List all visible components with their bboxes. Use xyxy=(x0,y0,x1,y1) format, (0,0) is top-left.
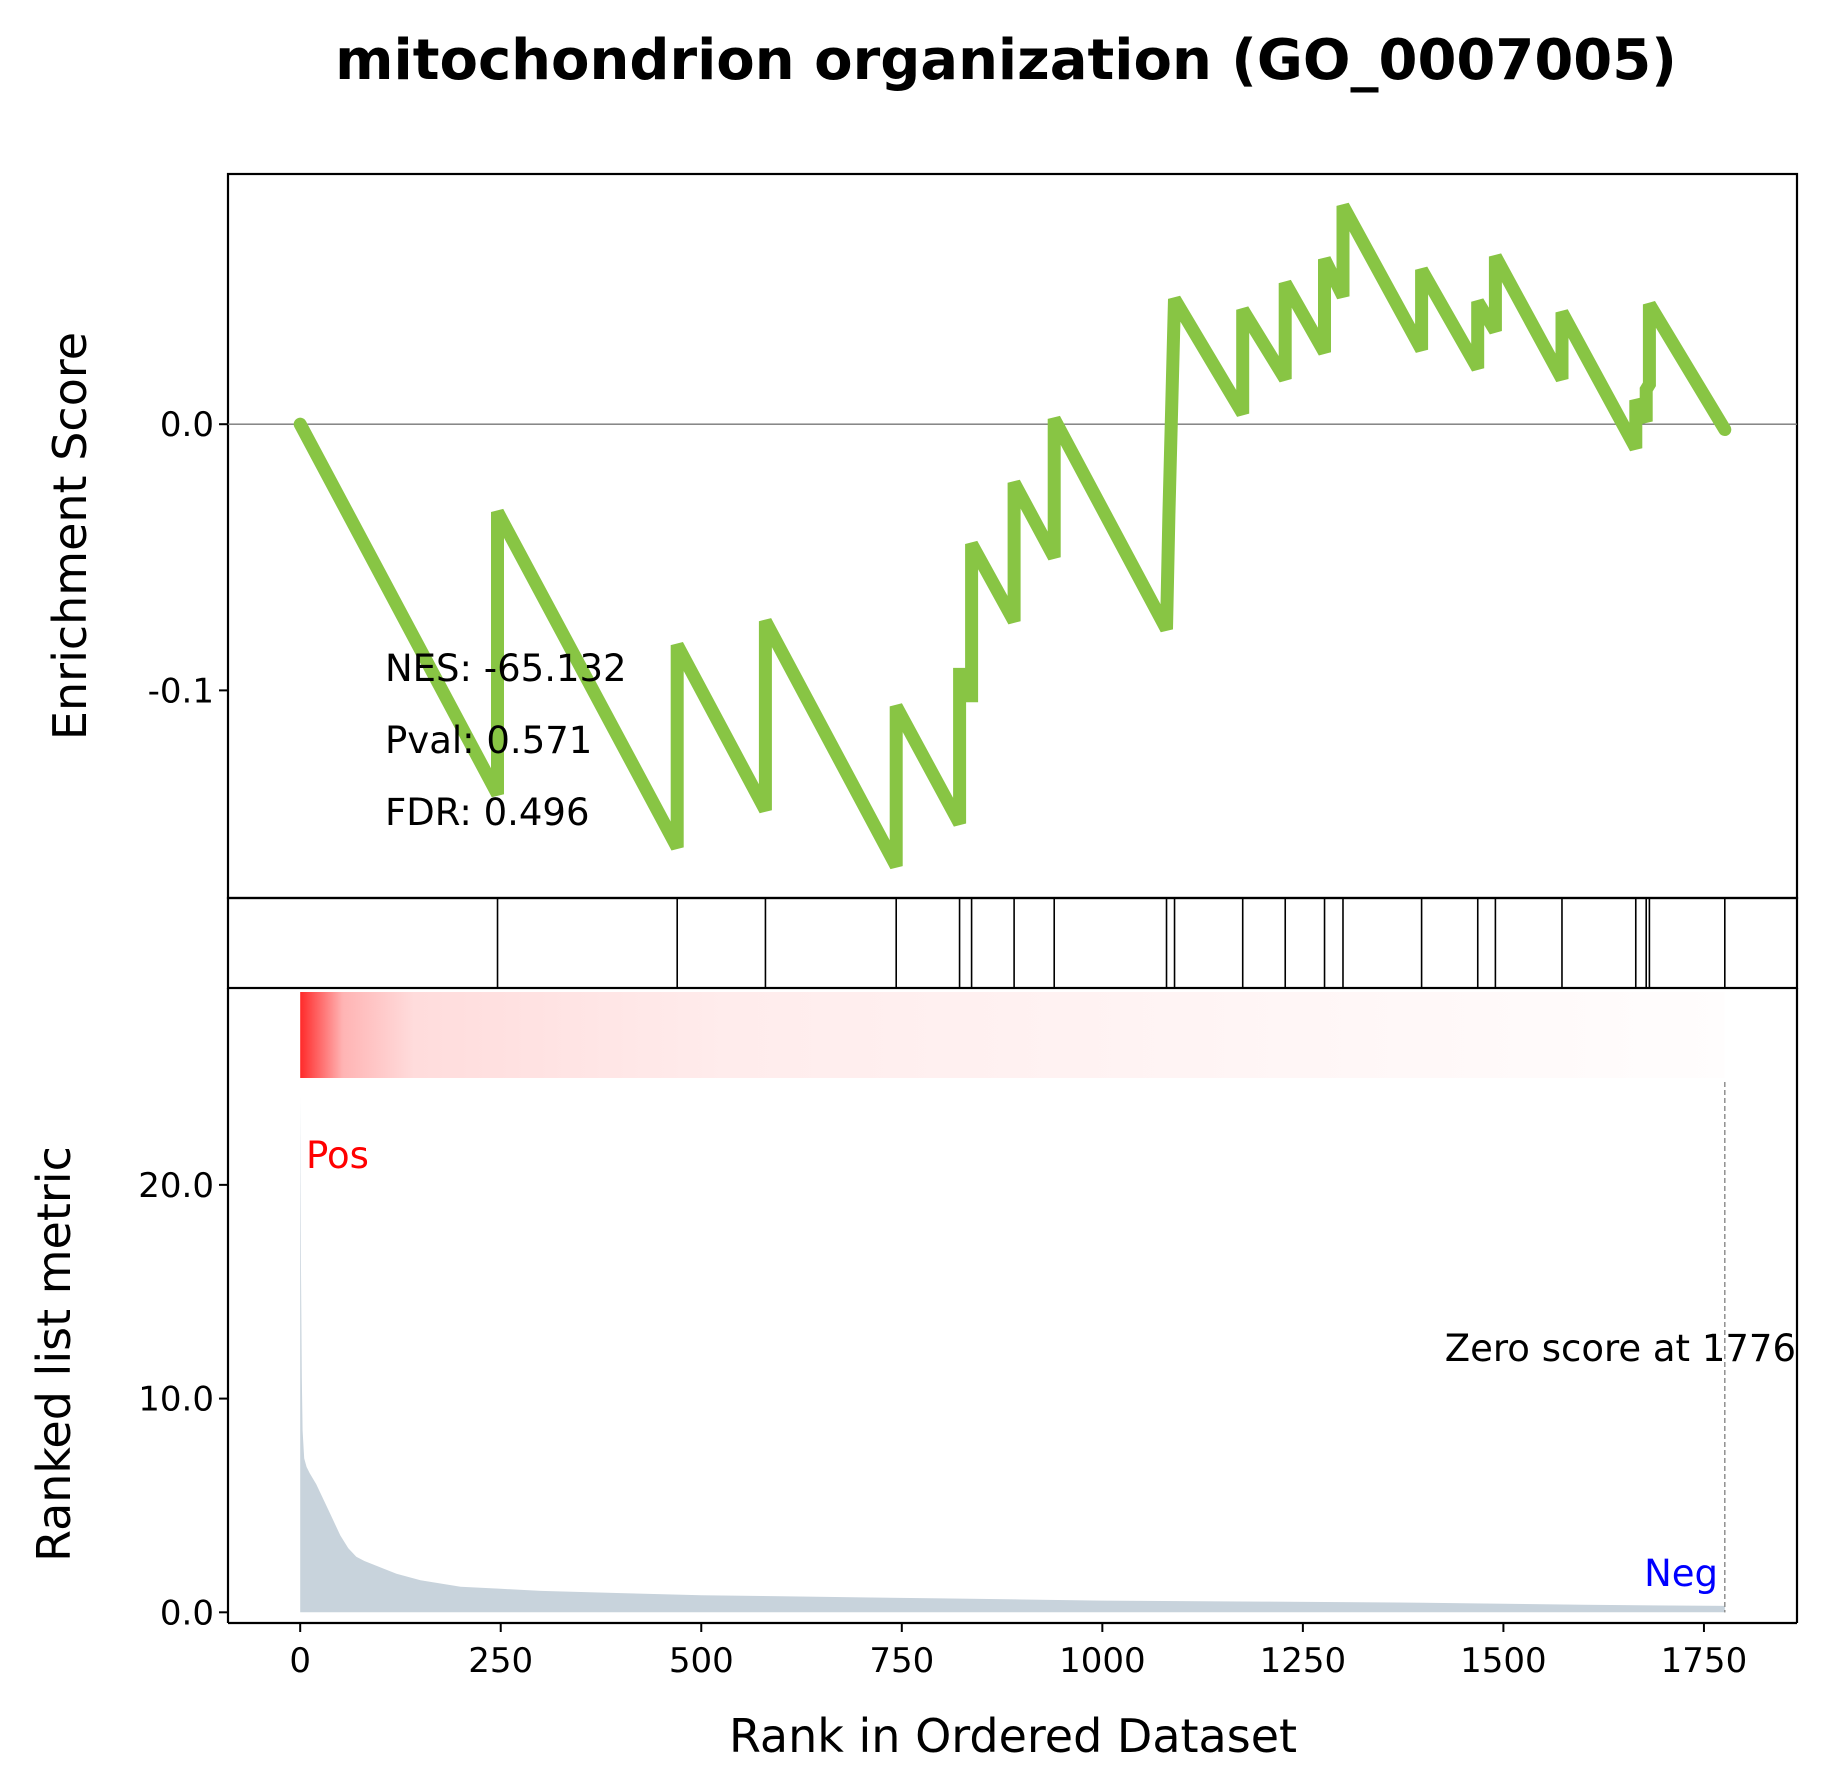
x-axis-label: Rank in Ordered Dataset xyxy=(729,1709,1297,1763)
hits-frame xyxy=(226,896,1799,990)
metric-ytick-label: 20.0 xyxy=(138,1166,214,1206)
x-tick-label: 250 xyxy=(468,1641,533,1681)
x-tick-label: 1750 xyxy=(1661,1641,1748,1681)
running-es-line xyxy=(293,202,1732,870)
metric-ytick-label: 0.0 xyxy=(160,1593,214,1633)
es-ytick-label: -0.1 xyxy=(148,671,214,711)
zero-score-label: Zero score at 1776 xyxy=(1445,1327,1796,1370)
heatmap-strip xyxy=(226,988,1799,1078)
ranked-metric-panel: Zero score at 1776 Pos Neg 0.0 10.0 20.0 0 250 5… xyxy=(138,1078,1799,1681)
es-stat-label: NES: -65.132 xyxy=(385,647,627,690)
x-tick-label: 500 xyxy=(669,1641,734,1681)
heatmap-gradient xyxy=(300,992,1725,1078)
x-tick-label: 1500 xyxy=(1460,1641,1547,1681)
enrichment-score-panel: 0.0 -0.1 NES: -65.132 Pval: 0.571 FDR: 0.496 xyxy=(148,172,1799,900)
metric-ylabel: Ranked list metric xyxy=(27,1146,81,1562)
hits-panel xyxy=(226,896,1799,990)
metric-ytick-label: 10.0 xyxy=(138,1380,214,1420)
es-ytick-label: 0.0 xyxy=(160,405,214,445)
chart-title: mitochondrion organization (GO_0007005) xyxy=(335,28,1677,93)
neg-label: Neg xyxy=(1644,1552,1718,1595)
x-tick-label: 1250 xyxy=(1260,1641,1347,1681)
x-tick-label: 0 xyxy=(289,1641,311,1681)
x-tick-label: 1000 xyxy=(1059,1641,1146,1681)
es-ylabel: Enrichment Score xyxy=(43,332,97,740)
es-stat-label: Pval: 0.571 xyxy=(385,719,592,762)
es-stat-label: FDR: 0.496 xyxy=(385,791,590,834)
x-tick-label: 750 xyxy=(869,1641,934,1681)
pos-label: Pos xyxy=(306,1134,369,1177)
